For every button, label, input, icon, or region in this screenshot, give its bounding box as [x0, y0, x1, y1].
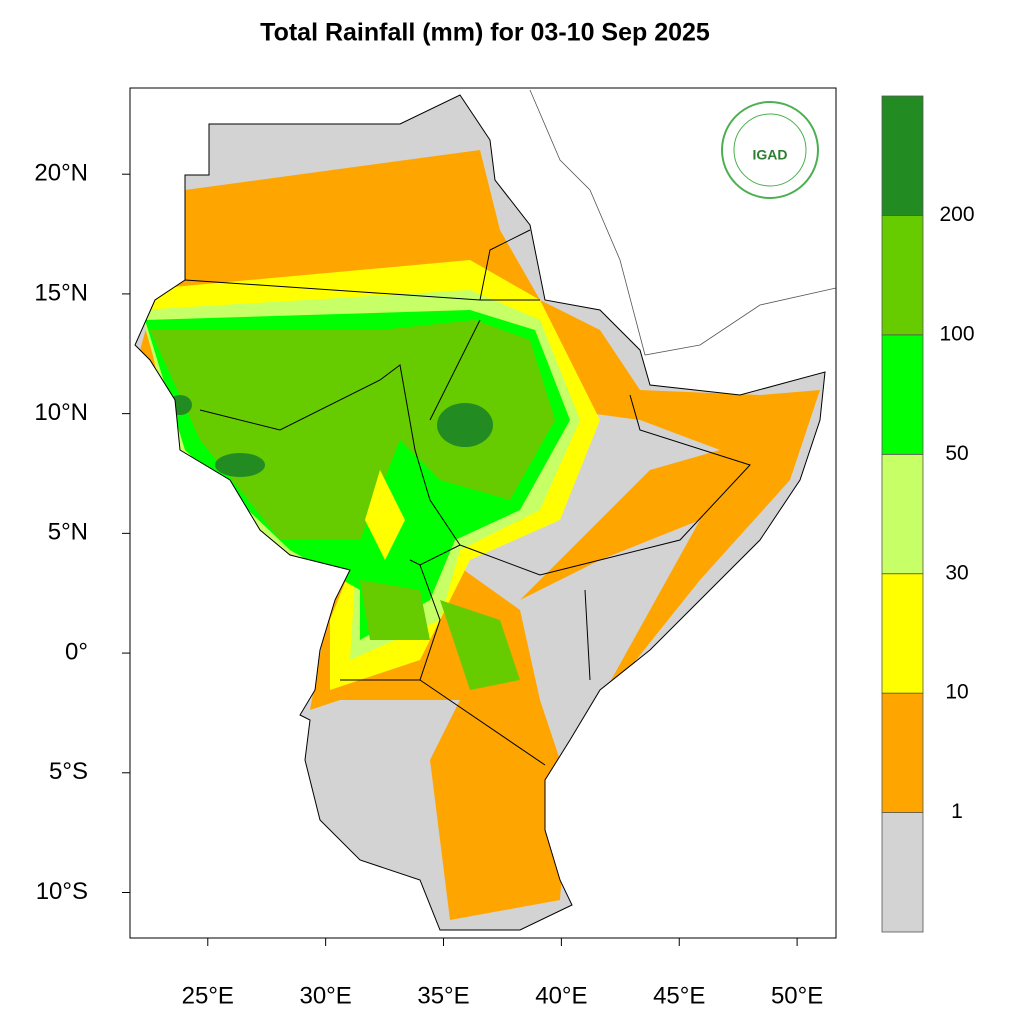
y-tick-label: 5°N	[48, 519, 88, 546]
colorbar-label: 10	[945, 681, 968, 704]
logo: IGAD	[721, 101, 819, 199]
y-tick-label: 10°N	[34, 399, 88, 426]
colorbar-label: 100	[939, 322, 974, 345]
borders	[134, 94, 826, 931]
colorbar-box	[881, 95, 924, 216]
x-tick-label: 35°E	[417, 982, 469, 1009]
colorbar-label: 200	[939, 203, 974, 226]
coast-line	[529, 89, 837, 356]
colorbar-label: 30	[945, 561, 968, 584]
colorbar-box	[881, 215, 924, 336]
map: IGAD	[129, 87, 837, 939]
colorbar-box	[881, 573, 924, 694]
x-tick-label: 45°E	[653, 982, 705, 1009]
map-frame	[129, 87, 837, 939]
colorbar-label: 1	[951, 800, 963, 823]
y-tick-label: 0°	[65, 638, 88, 665]
chart-title: Total Rainfall (mm) for 03-10 Sep 2025	[260, 19, 710, 47]
y-tick-label: 20°N	[34, 160, 88, 187]
rainfall-field	[140, 150, 820, 920]
colorbar-box	[881, 453, 924, 575]
x-tick-label: 50°E	[771, 982, 823, 1009]
colorbar-label: 50	[945, 442, 968, 465]
colorbar-box	[881, 812, 924, 933]
x-tick-label: 30°E	[299, 982, 351, 1009]
y-tick-label: 15°N	[34, 279, 88, 306]
x-tick-label: 40°E	[535, 982, 587, 1009]
axes: 25°E 30°E 35°E 40°E 45°E 50°E 20°N 15°N 10°N 5°N 0…	[34, 160, 823, 1010]
colorbar-box	[881, 334, 924, 455]
logo-text: IGAD	[753, 147, 788, 163]
y-tick-label: 10°S	[36, 878, 88, 905]
x-tick-label: 25°E	[182, 982, 234, 1009]
colorbar: 1 10 30 50 100 200	[881, 95, 975, 933]
y-tick-label: 5°S	[49, 758, 88, 785]
colorbar-box	[881, 692, 924, 813]
